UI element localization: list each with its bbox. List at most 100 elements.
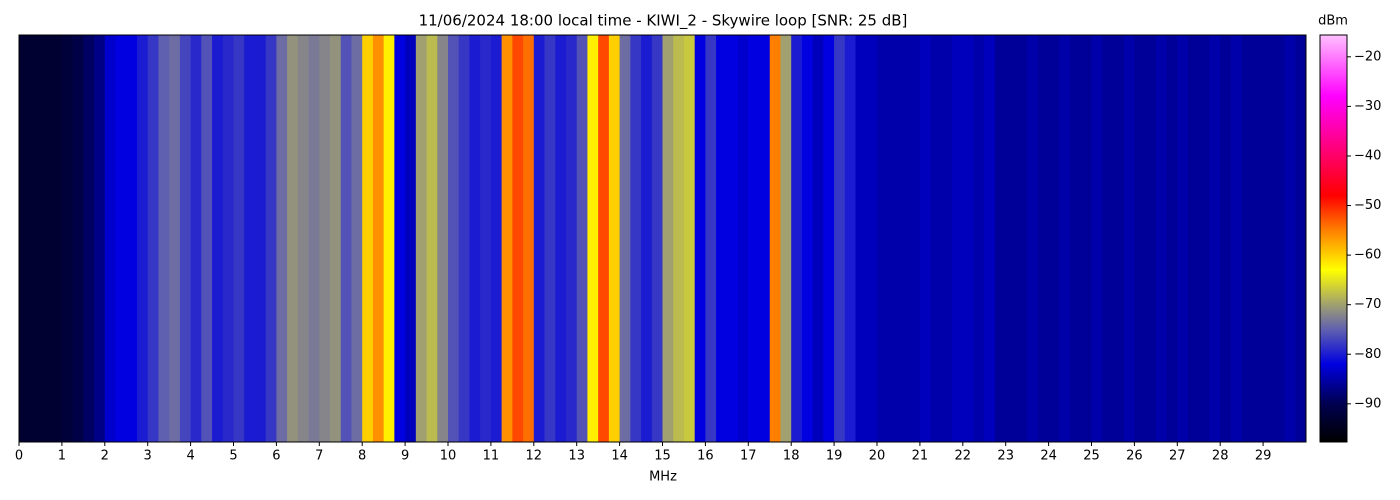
x-tick-label: 27 (1169, 449, 1186, 464)
spectrum-band (51, 35, 63, 442)
spectrum-band (512, 35, 524, 442)
spectrum-band (608, 35, 621, 442)
spectrum-band (641, 35, 653, 442)
spectrum-band (533, 35, 546, 442)
spectrum-band (1188, 35, 1200, 442)
spectrum-band (1037, 35, 1050, 442)
colorbar-label: dBm (1318, 14, 1348, 29)
spectrum-band (330, 35, 342, 442)
spectrum-band (909, 35, 921, 442)
spectrum-band (351, 35, 363, 442)
x-tick-label: 22 (955, 449, 972, 464)
spectrum-band (1102, 35, 1114, 442)
spectrum-band (72, 35, 84, 442)
x-tick-label: 4 (186, 449, 194, 464)
spectrum-band (726, 35, 739, 442)
spectrum-band (136, 35, 149, 442)
spectrum-band (1230, 35, 1243, 442)
spectrum-band (1220, 35, 1232, 442)
spectrum-band (576, 35, 588, 442)
x-tick-label: 19 (826, 449, 843, 464)
spectrum-band (941, 35, 953, 442)
spectrum-band (1027, 35, 1039, 442)
spectrum-band (694, 35, 706, 442)
spectrum-band (1048, 35, 1060, 442)
spectrum-band (1005, 35, 1017, 442)
colorbar-tick-label: −20 (1354, 49, 1381, 64)
spectrum-band (1166, 35, 1178, 442)
spectrum-band (1177, 35, 1189, 442)
spectrum-band (437, 35, 449, 442)
spectrum-band (812, 35, 824, 442)
x-tick-label: 21 (912, 449, 929, 464)
colorbar-tick-label: −60 (1354, 248, 1381, 263)
x-tick-label: 5 (229, 449, 237, 464)
spectrum-band (490, 35, 503, 442)
spectrum-band (662, 35, 674, 442)
spectrum-band (1080, 35, 1092, 442)
spectrum-band (1295, 35, 1307, 442)
spectrum-band (1123, 35, 1135, 442)
x-tick-label: 12 (526, 449, 543, 464)
spectrum-band (544, 35, 556, 442)
spectrum-band (61, 35, 74, 442)
spectrum-band (587, 35, 599, 442)
spectrum-band (823, 35, 835, 442)
spectrum-band (319, 35, 331, 442)
spectrum-band (372, 35, 385, 442)
x-tick-label: 8 (358, 449, 366, 464)
colorbar (1319, 34, 1348, 443)
spectrum-band (1070, 35, 1082, 442)
spectrum-band (1059, 35, 1071, 442)
spectrum-band (555, 35, 567, 442)
spectrum-band (737, 35, 749, 442)
colorbar-tick-label: −30 (1354, 99, 1381, 114)
spectrum-band (104, 35, 117, 442)
x-tick-label: 7 (315, 449, 323, 464)
spectrum-band (147, 35, 159, 442)
spectrum-band (1134, 35, 1146, 442)
x-tick-label: 9 (401, 449, 409, 464)
spectrum-band (1241, 35, 1253, 442)
spectrum-band (705, 35, 717, 442)
spectrum-band (952, 35, 964, 442)
spectrum-band (683, 35, 696, 442)
spectrum-band (598, 35, 610, 442)
x-tick-label: 24 (1040, 449, 1057, 464)
colorbar-tick-label: −80 (1354, 347, 1381, 362)
spectrum-band (716, 35, 728, 442)
spectrum-band (887, 35, 899, 442)
x-tick-label: 11 (483, 449, 500, 464)
spectrum-band (115, 35, 127, 442)
spectrum-band (630, 35, 642, 442)
spectrum-band (244, 35, 256, 442)
spectrum-band (340, 35, 352, 442)
spectrum-band (469, 35, 481, 442)
x-tick-label: 18 (783, 449, 800, 464)
spectrum-band (233, 35, 245, 442)
spectrum-band (297, 35, 310, 442)
spectrum-band (844, 35, 857, 442)
x-tick-label: 25 (1083, 449, 1100, 464)
spectrum-band (29, 35, 41, 442)
spectrum-band (1112, 35, 1125, 442)
x-tick-label: 17 (740, 449, 757, 464)
spectrum-band (973, 35, 985, 442)
spectrum-band (287, 35, 299, 442)
spectrum-band (265, 35, 277, 442)
x-tick-label: 16 (697, 449, 714, 464)
spectrum-band (930, 35, 942, 442)
x-tick-label: 23 (997, 449, 1014, 464)
spectrum-band (962, 35, 975, 442)
spectrum-band (855, 35, 867, 442)
x-tick-label: 28 (1212, 449, 1229, 464)
spectrum-band (362, 35, 374, 442)
spectrum-band (994, 35, 1007, 442)
x-tick-label: 15 (654, 449, 671, 464)
spectrum-band (179, 35, 192, 442)
spectrum-band (190, 35, 202, 442)
spectrum-band (94, 35, 106, 442)
colorbar-tick-label: −90 (1354, 396, 1381, 411)
spectrum-band (919, 35, 932, 442)
spectrum-band (866, 35, 878, 442)
